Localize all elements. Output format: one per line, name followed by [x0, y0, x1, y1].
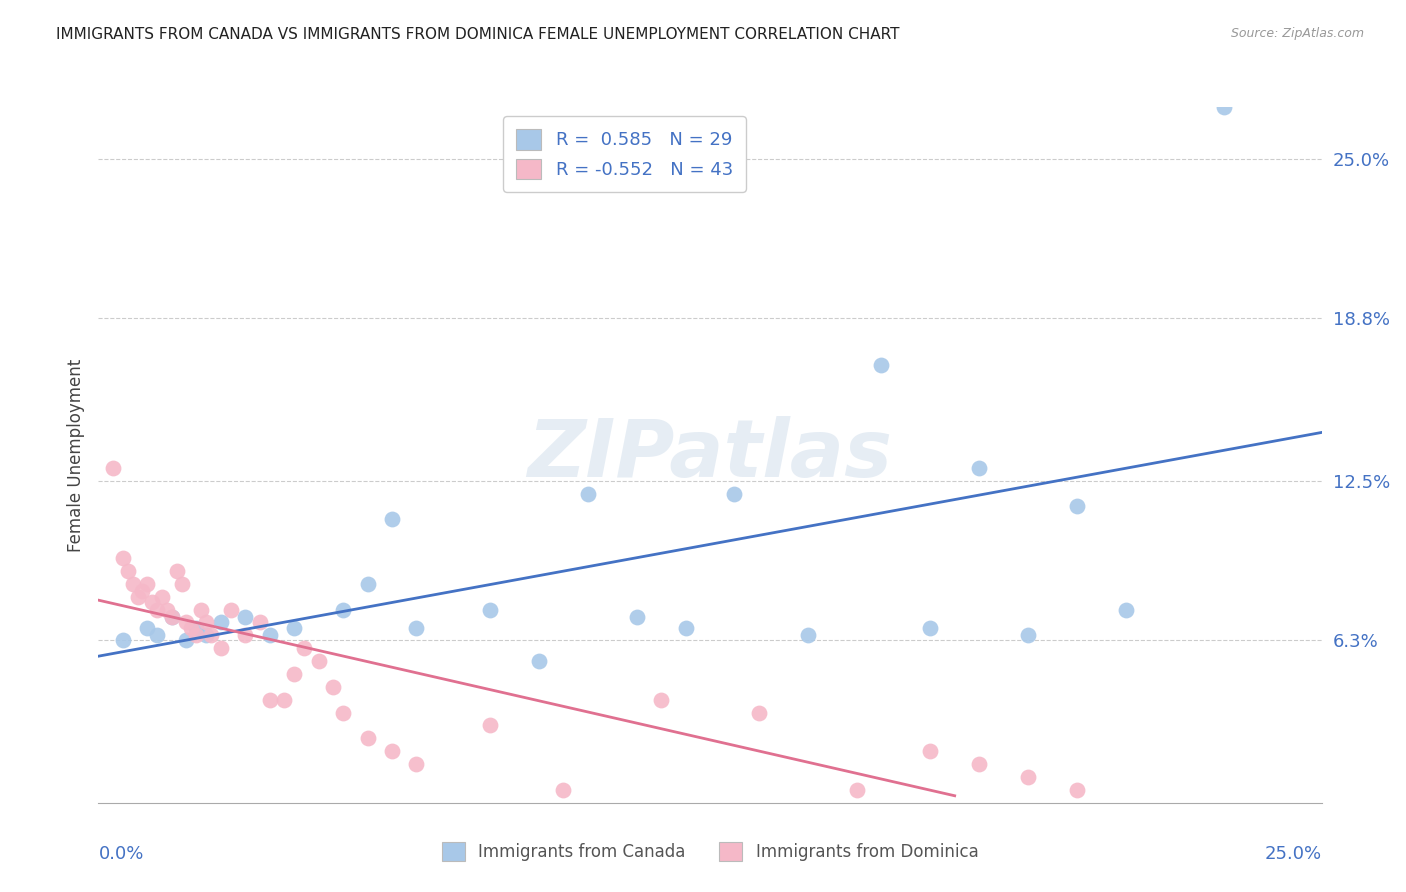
Point: [195, 628, 218, 642]
Point: [273, 692, 295, 706]
Point: [156, 602, 179, 616]
Point: [283, 667, 305, 681]
Point: [292, 641, 315, 656]
Point: [136, 621, 159, 635]
Text: Source: ZipAtlas.com: Source: ZipAtlas.com: [1230, 27, 1364, 40]
Point: [233, 610, 256, 624]
Point: [195, 615, 218, 630]
Point: [748, 706, 770, 720]
Point: [146, 628, 169, 642]
Point: [967, 757, 990, 772]
Point: [117, 564, 139, 578]
Point: [127, 590, 149, 604]
Point: [1017, 628, 1039, 642]
Point: [186, 628, 208, 642]
Point: [356, 731, 378, 746]
Point: [920, 744, 942, 758]
Point: [797, 628, 820, 642]
Point: [200, 628, 222, 642]
Point: [1115, 602, 1137, 616]
Point: [249, 615, 271, 630]
Point: [180, 621, 202, 635]
Point: [141, 595, 163, 609]
Point: [527, 654, 550, 668]
Point: [576, 486, 599, 500]
Point: [233, 628, 256, 642]
Point: [186, 621, 208, 635]
Point: [478, 602, 501, 616]
Point: [131, 584, 153, 599]
Point: [166, 564, 188, 578]
Point: [920, 621, 942, 635]
Point: [150, 590, 173, 604]
Point: [219, 602, 242, 616]
Point: [967, 460, 990, 475]
Point: [121, 576, 143, 591]
Point: [405, 757, 427, 772]
Point: [308, 654, 330, 668]
Text: 25.0%: 25.0%: [1264, 845, 1322, 863]
Point: [478, 718, 501, 732]
Point: [332, 602, 354, 616]
Point: [626, 610, 648, 624]
Y-axis label: Female Unemployment: Female Unemployment: [66, 359, 84, 551]
Point: [209, 615, 232, 630]
Point: [176, 633, 198, 648]
Text: ZIPatlas: ZIPatlas: [527, 416, 893, 494]
Point: [723, 486, 745, 500]
Point: [136, 576, 159, 591]
Point: [146, 602, 169, 616]
Point: [111, 633, 134, 648]
Point: [1066, 500, 1088, 514]
Point: [870, 358, 893, 372]
Point: [845, 783, 868, 797]
Point: [332, 706, 354, 720]
Point: [111, 551, 134, 566]
Point: [170, 576, 193, 591]
Point: [1212, 100, 1234, 114]
Text: IMMIGRANTS FROM CANADA VS IMMIGRANTS FROM DOMINICA FEMALE UNEMPLOYMENT CORRELATI: IMMIGRANTS FROM CANADA VS IMMIGRANTS FRO…: [56, 27, 900, 42]
Legend: Immigrants from Canada, Immigrants from Dominica: Immigrants from Canada, Immigrants from …: [432, 831, 988, 871]
Point: [650, 692, 672, 706]
Point: [675, 621, 697, 635]
Point: [1066, 783, 1088, 797]
Point: [381, 744, 404, 758]
Point: [356, 576, 378, 591]
Point: [553, 783, 575, 797]
Point: [381, 512, 404, 526]
Point: [259, 692, 281, 706]
Point: [283, 621, 305, 635]
Point: [1017, 770, 1039, 784]
Point: [209, 641, 232, 656]
Text: 0.0%: 0.0%: [98, 845, 143, 863]
Point: [259, 628, 281, 642]
Point: [322, 680, 344, 694]
Point: [160, 610, 183, 624]
Point: [101, 460, 124, 475]
Point: [176, 615, 198, 630]
Point: [190, 602, 212, 616]
Point: [405, 621, 427, 635]
Point: [160, 610, 183, 624]
